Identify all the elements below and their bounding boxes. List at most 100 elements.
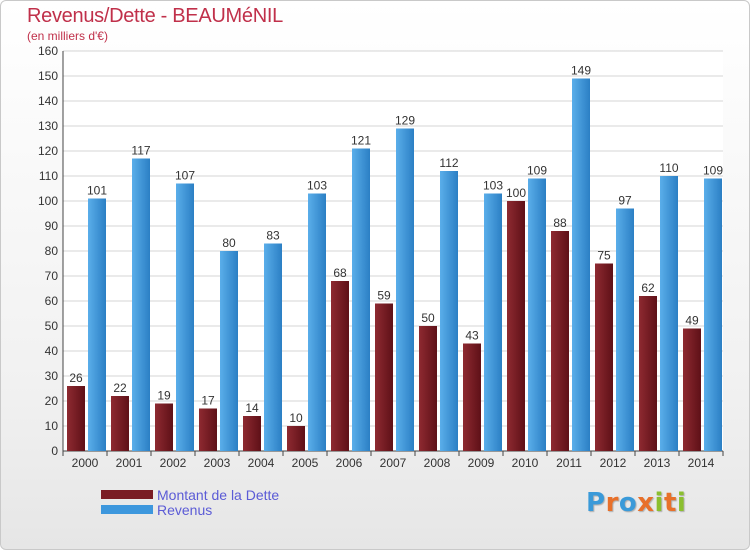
y-tick-label: 100 xyxy=(38,194,58,208)
y-tick-label: 0 xyxy=(51,444,58,458)
legend-swatch-revenus xyxy=(101,505,153,514)
bar-revenus-2011 xyxy=(572,78,590,451)
bar-revenus-2000 xyxy=(88,198,106,451)
label-dette-2002: 19 xyxy=(157,389,171,403)
y-tick-label: 140 xyxy=(38,94,58,108)
proxiti-logo: Proxiti xyxy=(586,488,686,518)
x-tick-label: 2012 xyxy=(600,456,627,470)
y-tick-label: 10 xyxy=(45,419,59,433)
chart-title: Revenus/Dette - BEAUMéNIL xyxy=(27,5,283,27)
y-tick-label: 50 xyxy=(45,319,59,333)
bar-dette-2009 xyxy=(463,343,481,451)
legend-label-revenus: Revenus xyxy=(157,501,213,518)
bar-revenus-2008 xyxy=(440,171,458,451)
bar-dette-2012 xyxy=(595,263,613,451)
x-tick-label: 2002 xyxy=(160,456,187,470)
x-tick-label: 2001 xyxy=(116,456,143,470)
x-tick-label: 2004 xyxy=(248,456,275,470)
label-revenus-2005: 103 xyxy=(307,179,327,193)
bar-revenus-2001 xyxy=(132,158,150,451)
label-dette-2000: 26 xyxy=(69,371,83,385)
bar-dette-2013 xyxy=(639,296,657,451)
logo-letter: i xyxy=(654,488,664,518)
label-revenus-2007: 129 xyxy=(395,114,415,128)
x-tick-label: 2000 xyxy=(72,456,99,470)
label-revenus-2008: 112 xyxy=(439,156,458,170)
label-dette-2013: 62 xyxy=(641,281,655,295)
legend: Montant de la Dette Revenus xyxy=(101,487,279,518)
bar-dette-2006 xyxy=(331,281,349,451)
x-tick-label: 2008 xyxy=(424,456,451,470)
bar-dette-2008 xyxy=(419,326,437,451)
label-dette-2006: 68 xyxy=(333,266,347,280)
label-revenus-2011: 149 xyxy=(571,64,591,78)
label-dette-2014: 49 xyxy=(685,314,699,328)
x-tick-label: 2005 xyxy=(292,456,319,470)
label-revenus-2003: 80 xyxy=(222,236,236,250)
bar-dette-2014 xyxy=(683,328,701,451)
bar-revenus-2006 xyxy=(352,148,370,451)
legend-swatch-dette xyxy=(101,490,153,499)
x-tick-label: 2014 xyxy=(688,456,715,470)
legend-item-revenus: Revenus xyxy=(101,501,279,518)
label-revenus-2014: 109 xyxy=(703,164,723,178)
label-dette-2012: 75 xyxy=(597,249,611,263)
y-tick-label: 90 xyxy=(45,219,59,233)
label-revenus-2004: 83 xyxy=(266,229,280,243)
label-revenus-2013: 110 xyxy=(659,161,678,175)
bar-revenus-2005 xyxy=(308,193,326,451)
logo-letter: o xyxy=(618,488,638,518)
bar-dette-2011 xyxy=(551,231,569,451)
label-revenus-2012: 97 xyxy=(618,194,632,208)
x-tick-label: 2007 xyxy=(380,456,407,470)
bar-revenus-2002 xyxy=(176,183,194,451)
bar-revenus-2012 xyxy=(616,208,634,451)
y-tick-label: 110 xyxy=(39,169,58,183)
chart-subtitle: (en milliers d'€) xyxy=(27,29,108,43)
label-dette-2009: 43 xyxy=(465,329,479,343)
label-dette-2010: 100 xyxy=(506,186,526,200)
x-tick-label: 2010 xyxy=(512,456,539,470)
logo-letter: x xyxy=(637,488,655,518)
bar-revenus-2003 xyxy=(220,251,238,451)
label-revenus-2009: 103 xyxy=(483,179,503,193)
y-tick-label: 70 xyxy=(45,269,59,283)
x-tick-label: 2011 xyxy=(556,456,582,470)
label-dette-2001: 22 xyxy=(113,381,127,395)
label-revenus-2002: 107 xyxy=(175,169,195,183)
bar-dette-2003 xyxy=(199,408,217,451)
label-dette-2007: 59 xyxy=(377,289,391,303)
y-tick-label: 160 xyxy=(38,44,58,58)
y-tick-label: 80 xyxy=(45,244,59,258)
label-dette-2004: 14 xyxy=(245,401,259,415)
x-tick-label: 2009 xyxy=(468,456,495,470)
label-dette-2005: 10 xyxy=(289,411,303,425)
y-tick-label: 60 xyxy=(45,294,59,308)
y-tick-label: 130 xyxy=(38,119,58,133)
y-tick-label: 20 xyxy=(45,394,59,408)
bar-revenus-2013 xyxy=(660,176,678,451)
x-tick-label: 2013 xyxy=(644,456,671,470)
bar-revenus-2004 xyxy=(264,243,282,451)
bar-dette-2007 xyxy=(375,303,393,451)
label-revenus-2010: 109 xyxy=(527,164,547,178)
label-dette-2003: 17 xyxy=(201,394,215,408)
y-tick-label: 120 xyxy=(38,144,58,158)
logo-letter: t xyxy=(663,488,677,518)
label-dette-2011: 88 xyxy=(553,216,567,230)
y-tick-label: 40 xyxy=(45,344,59,358)
logo-letter: i xyxy=(676,488,687,518)
label-revenus-2001: 117 xyxy=(131,144,150,158)
y-tick-label: 30 xyxy=(45,369,59,383)
x-tick-label: 2003 xyxy=(204,456,231,470)
legend-item-dette: Montant de la Dette xyxy=(101,487,279,503)
y-tick-label: 150 xyxy=(38,69,58,83)
logo-letter: P xyxy=(586,488,606,518)
logo-letter: r xyxy=(605,488,619,518)
bar-dette-2004 xyxy=(243,416,261,451)
label-revenus-2000: 101 xyxy=(87,184,107,198)
label-revenus-2006: 121 xyxy=(351,134,371,148)
bar-dette-2002 xyxy=(155,403,173,451)
